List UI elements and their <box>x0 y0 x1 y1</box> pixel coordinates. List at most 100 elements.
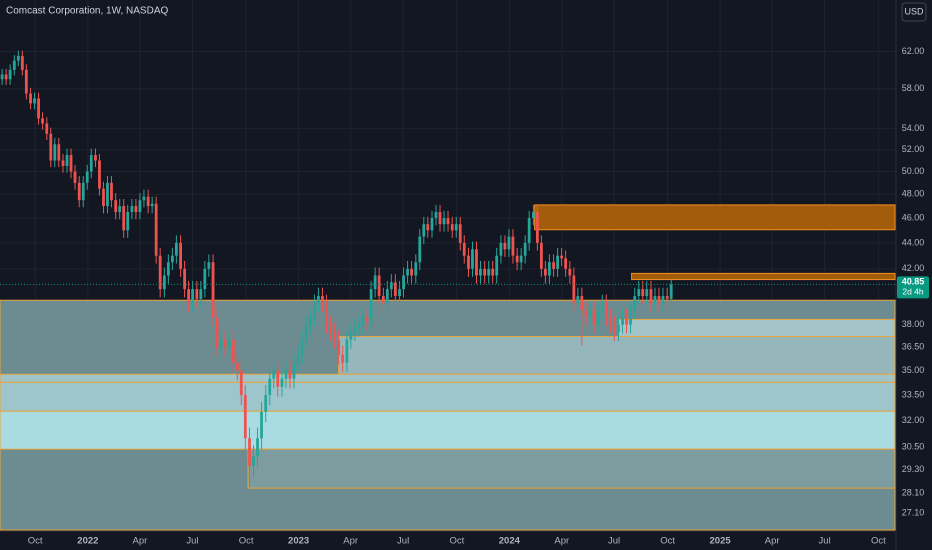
candle-body <box>592 310 596 325</box>
candle-body <box>29 93 32 104</box>
plot-area <box>0 0 896 531</box>
candle-body <box>260 411 263 439</box>
candle-body <box>608 317 612 325</box>
candle-body <box>227 339 231 348</box>
chart-title: Comcast Corporation, 1W, NASDAQ <box>6 6 168 17</box>
candle-body <box>195 289 199 299</box>
y-tick-label: 33.50 <box>902 389 925 399</box>
currency-button[interactable] <box>901 2 927 22</box>
candle-body <box>645 289 649 297</box>
candle-body <box>588 310 592 318</box>
currency-label[interactable]: USD <box>904 6 924 16</box>
candle-body <box>479 268 482 276</box>
candle-body <box>89 155 93 172</box>
candle-body <box>170 255 174 263</box>
candle-body <box>81 182 85 201</box>
y-tick-label: 54.00 <box>902 123 925 133</box>
candle-body <box>329 324 333 333</box>
candle-body <box>467 255 470 269</box>
candle-body <box>345 339 349 363</box>
candle-body <box>438 212 442 225</box>
candle-body <box>450 224 454 231</box>
countdown-label: 2d 4h <box>902 287 924 297</box>
candle-body <box>264 394 268 412</box>
candle-body <box>454 224 458 231</box>
candle-body <box>65 155 69 167</box>
candle-body <box>381 296 385 304</box>
candle-body <box>183 268 187 290</box>
candle-body <box>110 182 113 201</box>
candle-body <box>637 289 641 297</box>
candle-body <box>239 370 243 395</box>
candle-body <box>669 284 673 299</box>
candle-body <box>337 339 341 355</box>
x-tick-label: Oct <box>28 536 43 547</box>
candle-body <box>45 123 49 134</box>
candle-body <box>284 370 288 379</box>
candle-body <box>418 236 422 263</box>
x-tick-label: Apr <box>133 536 148 547</box>
candle-body <box>568 268 572 276</box>
price-zone <box>534 204 896 231</box>
candle-body <box>174 242 178 256</box>
x-tick-label: Oct <box>449 536 464 547</box>
y-tick-label: 58.00 <box>902 83 925 93</box>
candle-body <box>37 98 40 119</box>
x-tick-label: Oct <box>239 536 254 547</box>
candle-body <box>158 255 162 290</box>
candle-body <box>321 296 324 304</box>
candle-body <box>235 362 239 371</box>
y-tick-label: 35.00 <box>902 365 925 375</box>
candle-body <box>398 289 401 297</box>
candle-body <box>304 324 308 340</box>
candle-body <box>385 289 389 304</box>
candle-body <box>256 438 259 457</box>
candle-body <box>313 303 316 318</box>
price-zone <box>247 448 896 489</box>
y-tick-label: 32.00 <box>902 415 925 425</box>
candle-body <box>126 212 130 231</box>
price-zone <box>338 336 896 375</box>
candle-body <box>633 296 637 311</box>
candle-body <box>600 303 604 311</box>
candle-body <box>543 268 547 276</box>
candle-body <box>12 60 16 70</box>
x-tick-label: Jul <box>186 536 198 547</box>
candle-body <box>49 133 53 161</box>
candle-body <box>252 456 255 466</box>
candle-body <box>102 188 105 207</box>
candle-body <box>207 262 211 269</box>
candle-body <box>308 317 312 325</box>
candle-body <box>527 218 531 243</box>
candle-body <box>122 206 126 231</box>
candle-body <box>276 370 280 387</box>
candle-body <box>325 303 328 325</box>
y-tick-label: 62.00 <box>902 46 925 56</box>
candle-body <box>471 249 474 269</box>
candle-body <box>410 268 413 276</box>
candle-body <box>187 289 191 304</box>
candle-body <box>487 268 491 276</box>
candle-body <box>547 262 551 276</box>
y-tick-label: 48.00 <box>902 189 925 199</box>
last-price-badge <box>897 276 929 299</box>
y-tick-label: 42.00 <box>902 263 925 273</box>
candle-body <box>317 296 320 304</box>
candle-body <box>98 160 101 189</box>
candle-body <box>146 196 150 207</box>
candle-body <box>268 378 272 395</box>
x-tick-label: 2022 <box>77 536 98 547</box>
y-tick-label: 36.50 <box>902 342 925 352</box>
candle-body <box>142 196 146 201</box>
candle-body <box>4 74 8 80</box>
candle-body <box>389 282 393 290</box>
candle-body <box>446 218 450 225</box>
candle-body <box>24 69 28 94</box>
candle-body <box>393 282 397 297</box>
candle-body <box>211 262 215 318</box>
candle-body <box>341 354 345 363</box>
candle-body <box>373 275 377 290</box>
candle-body <box>580 296 584 311</box>
price-zone <box>0 410 896 450</box>
candle-body <box>106 182 109 207</box>
